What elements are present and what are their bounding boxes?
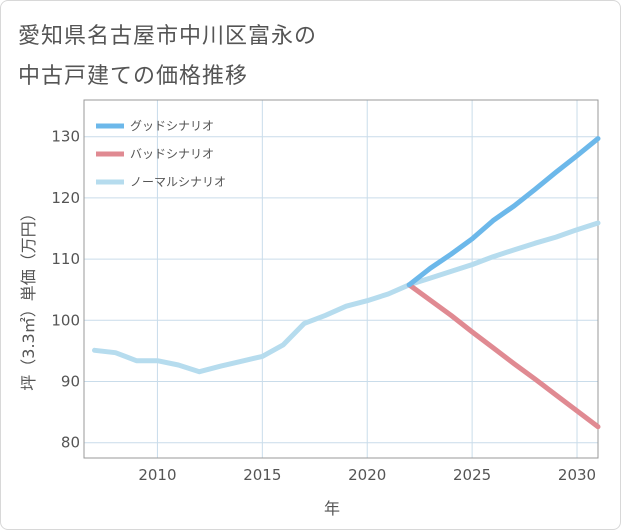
y-tick-label: 130 bbox=[51, 128, 80, 146]
x-tick-label: 2020 bbox=[348, 466, 386, 484]
y-tick-label: 110 bbox=[51, 250, 80, 268]
legend-label: バッドシナリオ bbox=[130, 147, 214, 161]
x-tick-label: 2010 bbox=[138, 466, 176, 484]
y-tick-label: 90 bbox=[61, 373, 80, 391]
y-tick-label: 120 bbox=[51, 189, 80, 207]
chart-title-line1: 愛知県名古屋市中川区富永の bbox=[18, 24, 318, 49]
series-lines bbox=[92, 136, 601, 430]
legend-label: ノーマルシナリオ bbox=[130, 175, 226, 189]
x-tick-label: 2030 bbox=[558, 466, 596, 484]
legend-label: グッドシナリオ bbox=[130, 119, 214, 133]
chart-title-line2: 中古戸建ての価格推移 bbox=[18, 64, 249, 89]
x-tick-label: 2015 bbox=[243, 466, 281, 484]
axis-ticks: 2010 2015 2020 2025 2030 80 90 100 110 120 130 bbox=[51, 128, 596, 484]
series-line-0 bbox=[406, 136, 601, 288]
series-line-1 bbox=[406, 282, 601, 430]
y-tick-label: 100 bbox=[51, 311, 80, 329]
y-tick-label: 80 bbox=[61, 434, 80, 452]
x-tick-label: 2025 bbox=[453, 466, 491, 484]
y-axis-label: 坪（3.3㎡）単価（万円） bbox=[19, 205, 38, 390]
x-axis-label: 年 bbox=[324, 499, 340, 518]
series-line-2 bbox=[92, 220, 601, 375]
plot-frame bbox=[83, 99, 599, 459]
grid-lines bbox=[84, 100, 598, 458]
